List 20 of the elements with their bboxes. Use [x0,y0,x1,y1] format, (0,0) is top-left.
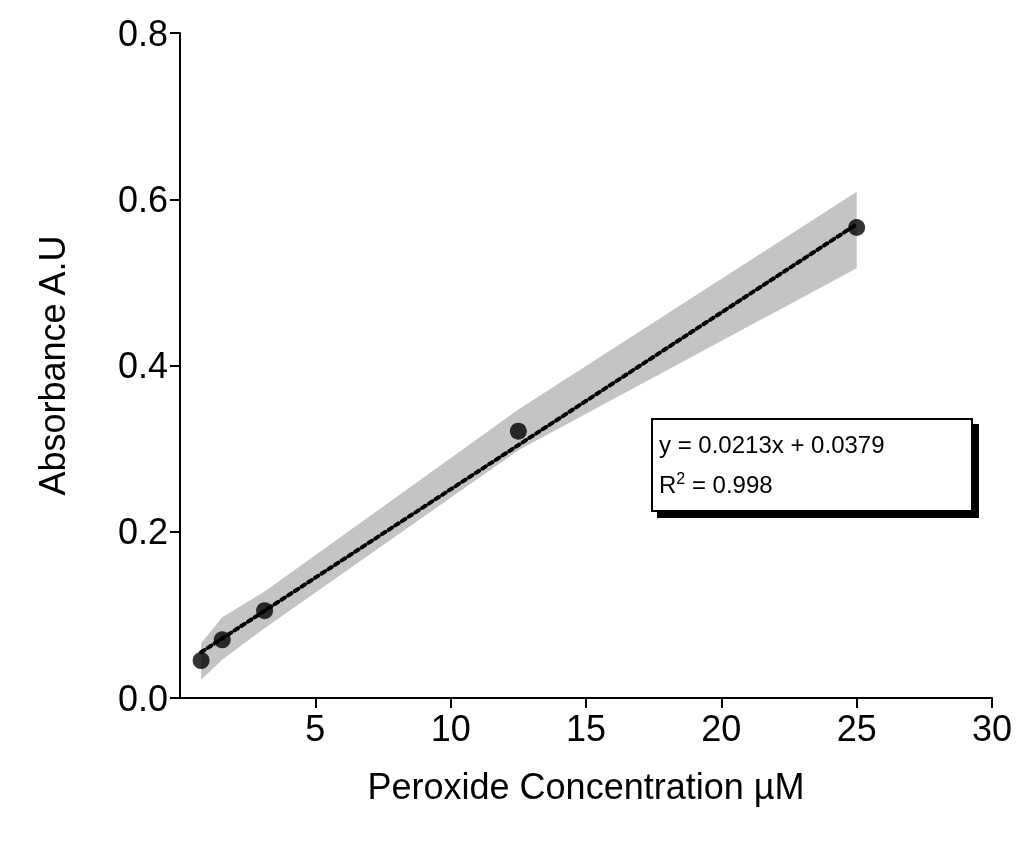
point [509,422,527,440]
x-tick-label: 25 [836,707,877,749]
x-tick-label: 30 [971,707,1013,749]
x-tick-label: 10 [430,707,471,749]
y-axis-title: Absorbance A.U [31,235,73,496]
x-tick-label: 15 [565,707,607,749]
point [192,652,210,670]
x-axis-title: Peroxide Concentration µM [367,765,805,807]
y-tick-label: 0.6 [117,178,168,220]
y-tick-label: 0.2 [117,511,168,553]
y-tick-label: 0.4 [117,345,168,386]
y-tick-label: 0.8 [117,12,168,54]
point [213,631,231,649]
annotation: R$^{2}$ = 0.998 [659,469,774,500]
y-tick-label: 0.0 [117,677,168,719]
x-tick-label: 20 [701,707,742,749]
point [848,219,866,237]
point [256,602,274,620]
annotation: y = 0.0213x + 0.0379 [659,430,886,460]
x-tick-label: 5 [305,707,326,749]
